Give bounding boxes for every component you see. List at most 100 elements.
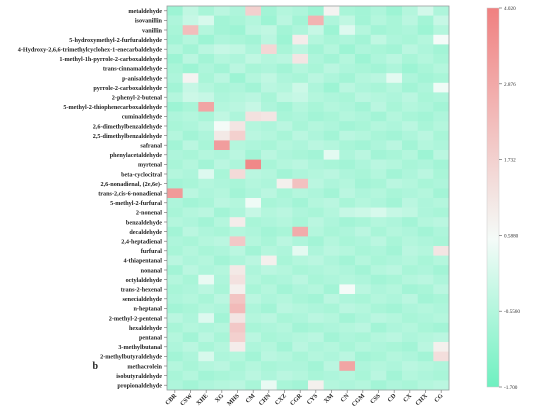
y-tick-label: 1-methyl-1h-pyrrole-2-carboxaldehyde — [59, 56, 162, 63]
heatmap-cell — [355, 226, 371, 237]
heatmap-cell — [433, 265, 450, 276]
y-tick-label: senecialdehyde — [122, 296, 162, 303]
heatmap-cell — [433, 284, 450, 295]
heatmap-cell — [198, 73, 215, 84]
heatmap-cell — [276, 188, 293, 199]
heatmap-cell — [386, 370, 403, 381]
heatmap-cell — [433, 342, 450, 352]
heatmap-cell — [245, 188, 262, 199]
heatmap-cell — [355, 284, 371, 295]
heatmap-cell — [323, 255, 340, 266]
heatmap-cell — [245, 140, 262, 151]
heatmap-cell — [276, 140, 293, 151]
heatmap-cell — [182, 198, 199, 208]
heatmap-cell — [292, 313, 309, 324]
heatmap-cell — [276, 361, 293, 372]
heatmap-cell — [214, 34, 230, 45]
y-tick-label: 4-thiapentanal — [123, 258, 162, 265]
heatmap-cell — [433, 130, 450, 141]
colorbar: 4.020 2.876 1.732 0.5880 -0.5560 -1.700 — [486, 6, 520, 391]
heatmap-cell — [433, 54, 450, 64]
heatmap-cell — [182, 217, 199, 228]
heatmap-cell — [355, 322, 371, 333]
heatmap-cell — [433, 150, 450, 160]
heatmap-cell — [386, 322, 403, 333]
y-tick-label: phenylacetaldehyde — [110, 152, 163, 159]
heatmap-cell — [292, 294, 309, 304]
heatmap-cell — [276, 34, 293, 45]
heatmap-cell — [261, 294, 277, 304]
heatmap-cell — [370, 351, 387, 362]
heatmap-cell — [292, 236, 309, 247]
heatmap-cell — [292, 54, 309, 64]
heatmap-cell — [308, 370, 324, 381]
heatmap-cell — [229, 25, 246, 36]
heatmap-cell — [433, 63, 450, 74]
heatmap-cell — [182, 130, 199, 141]
heatmap-cell — [355, 140, 371, 151]
heatmap-cell — [245, 226, 262, 237]
heatmap-cell — [339, 102, 356, 112]
heatmap-cell — [214, 217, 230, 228]
heatmap-cell — [229, 15, 246, 26]
heatmap-cell — [308, 150, 324, 160]
heatmap-cell — [433, 169, 450, 180]
heatmap-cell — [292, 111, 309, 122]
heatmap-cell — [355, 92, 371, 103]
heatmap-cell — [214, 82, 230, 93]
heatmap-cell — [386, 102, 403, 112]
heatmap-cell — [245, 73, 262, 84]
colorbar-tick-label: 1.732 — [504, 158, 516, 164]
heatmap-cell — [370, 73, 387, 84]
heatmap-cell — [182, 370, 199, 381]
heatmap-cell — [323, 198, 340, 208]
heatmap-cell — [370, 111, 387, 122]
colorbar-tick-label: 2.876 — [504, 82, 516, 88]
heatmap-cell — [417, 92, 434, 103]
heatmap-cell — [229, 217, 246, 228]
heatmap-cell — [402, 178, 418, 189]
heatmap-cell — [292, 217, 309, 228]
heatmap-cell — [198, 111, 215, 122]
heatmap-cell — [167, 54, 183, 64]
heatmap-cell — [167, 332, 183, 343]
heatmap-cell — [229, 92, 246, 103]
heatmap-cell — [417, 188, 434, 199]
heatmap-cell — [261, 361, 277, 372]
heatmap-cell — [370, 92, 387, 103]
x-tick-label: XHE — [195, 392, 209, 406]
heatmap-cell — [323, 370, 340, 381]
heatmap-cell — [417, 284, 434, 295]
heatmap-cell — [417, 198, 434, 208]
heatmap-cell — [308, 54, 324, 64]
heatmap-cell — [167, 63, 183, 74]
heatmap-cell — [245, 159, 262, 170]
heatmap-cell — [308, 332, 324, 343]
heatmap-cell — [229, 284, 246, 295]
y-tick-label: 2,6-nonadienal, (2e,6e)- — [100, 181, 162, 188]
y-tick-label: 2-nonenal — [136, 210, 162, 217]
y-tick-label: propionaldehyde — [117, 383, 162, 390]
heatmap-cell — [198, 294, 215, 304]
panel-label: b — [92, 361, 98, 372]
heatmap-cell — [355, 121, 371, 132]
heatmap-cell — [167, 15, 183, 26]
y-tick-label: hexaldehyde — [129, 325, 162, 332]
heatmap-cell — [355, 159, 371, 170]
heatmap-cell — [182, 255, 199, 266]
heatmap-cell — [370, 121, 387, 132]
heatmap-cell — [339, 226, 356, 237]
heatmap-cell — [370, 217, 387, 228]
heatmap-cell — [167, 351, 183, 362]
heatmap-cell — [339, 159, 356, 170]
heatmap-cell — [417, 54, 434, 64]
heatmap-cell — [198, 150, 215, 160]
heatmap-cell — [292, 102, 309, 112]
heatmap-cell — [339, 92, 356, 103]
heatmap-cell — [292, 92, 309, 103]
heatmap-cell — [308, 246, 324, 256]
heatmap-cell — [167, 246, 183, 256]
heatmap-cell — [229, 159, 246, 170]
heatmap-cell — [182, 322, 199, 333]
heatmap-cell — [323, 169, 340, 180]
